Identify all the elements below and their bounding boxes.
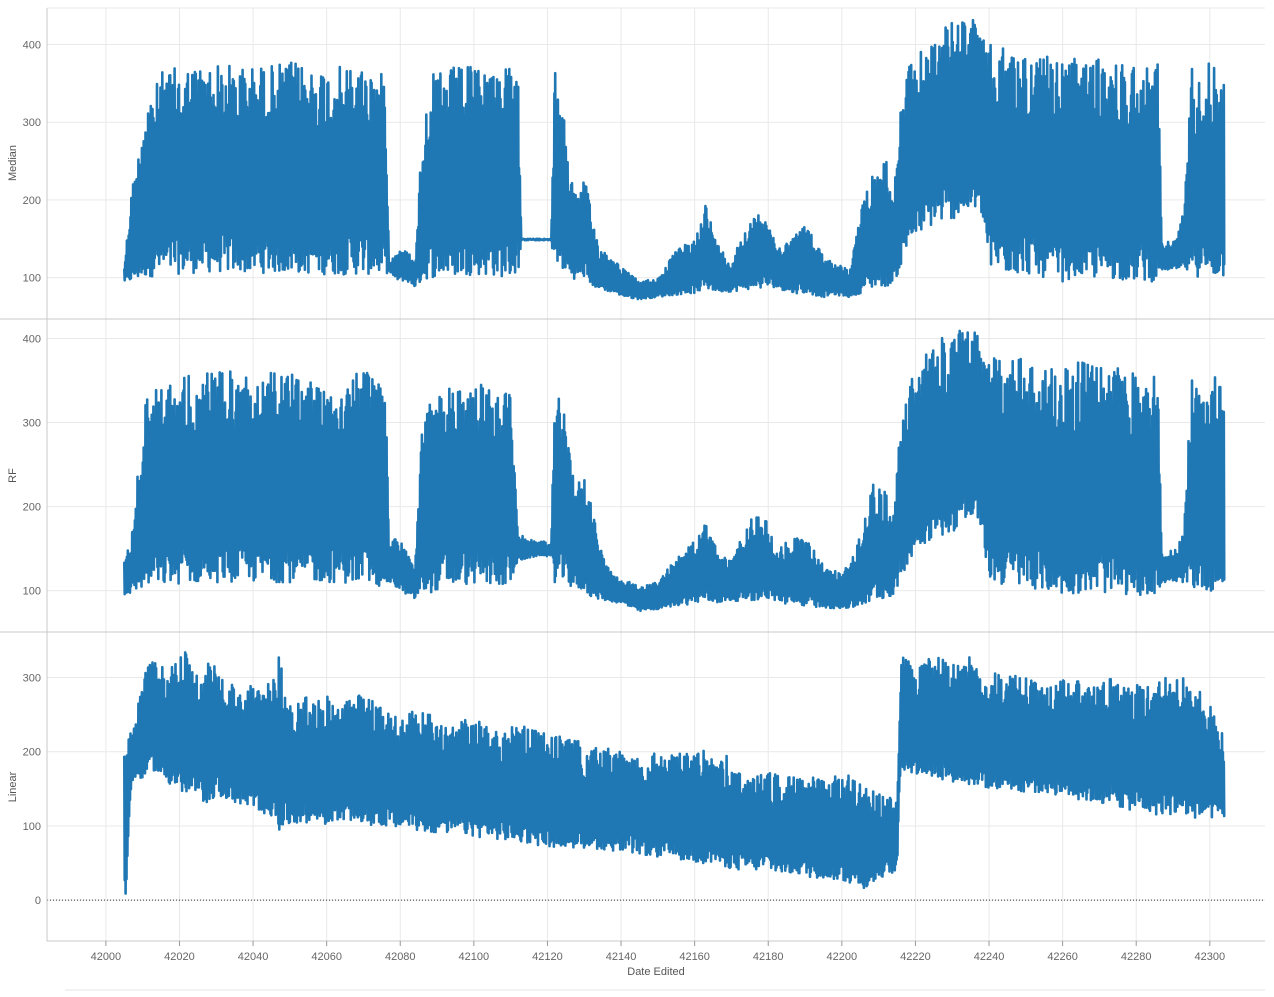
x-tick-label: 42140 [606, 951, 637, 963]
linear-y-tick-label: 300 [23, 673, 41, 685]
x-tick-label: 42220 [900, 951, 931, 963]
x-tick-label: 42020 [164, 951, 195, 963]
x-axis-title: Date Edited [627, 966, 684, 978]
x-tick-label: 42280 [1121, 951, 1152, 963]
x-tick-label: 42260 [1047, 951, 1078, 963]
rf-series-line [123, 329, 1226, 613]
median-y-tick-label: 400 [23, 40, 41, 52]
median-y-tick-label: 300 [23, 117, 41, 129]
rf-y-tick-label: 200 [23, 502, 41, 514]
rf-y-tick-label: 300 [23, 418, 41, 430]
linear-y-axis-title: Linear [7, 771, 19, 802]
x-tick-label: 42200 [827, 951, 858, 963]
x-tick-label: 42060 [311, 951, 342, 963]
linear-series-line [123, 651, 1226, 895]
x-tick-label: 42180 [753, 951, 784, 963]
median-series-line [123, 18, 1226, 301]
rf-y-axis-title: RF [7, 468, 19, 483]
linear-y-tick-label: 0 [35, 895, 41, 907]
x-tick-label: 42120 [532, 951, 563, 963]
x-tick-label: 42240 [974, 951, 1005, 963]
rf-y-tick-label: 400 [23, 333, 41, 345]
x-tick-label: 42100 [459, 951, 490, 963]
linear-y-tick-label: 100 [23, 821, 41, 833]
x-tick-label: 42000 [91, 951, 122, 963]
x-tick-label: 42080 [385, 951, 416, 963]
median-y-axis-title: Median [7, 145, 19, 181]
median-y-tick-label: 100 [23, 273, 41, 285]
rf-y-tick-label: 100 [23, 586, 41, 598]
x-tick-label: 42160 [679, 951, 710, 963]
linear-y-tick-label: 200 [23, 747, 41, 759]
x-tick-label: 42300 [1195, 951, 1226, 963]
median-y-tick-label: 200 [23, 195, 41, 207]
x-tick-label: 42040 [238, 951, 269, 963]
